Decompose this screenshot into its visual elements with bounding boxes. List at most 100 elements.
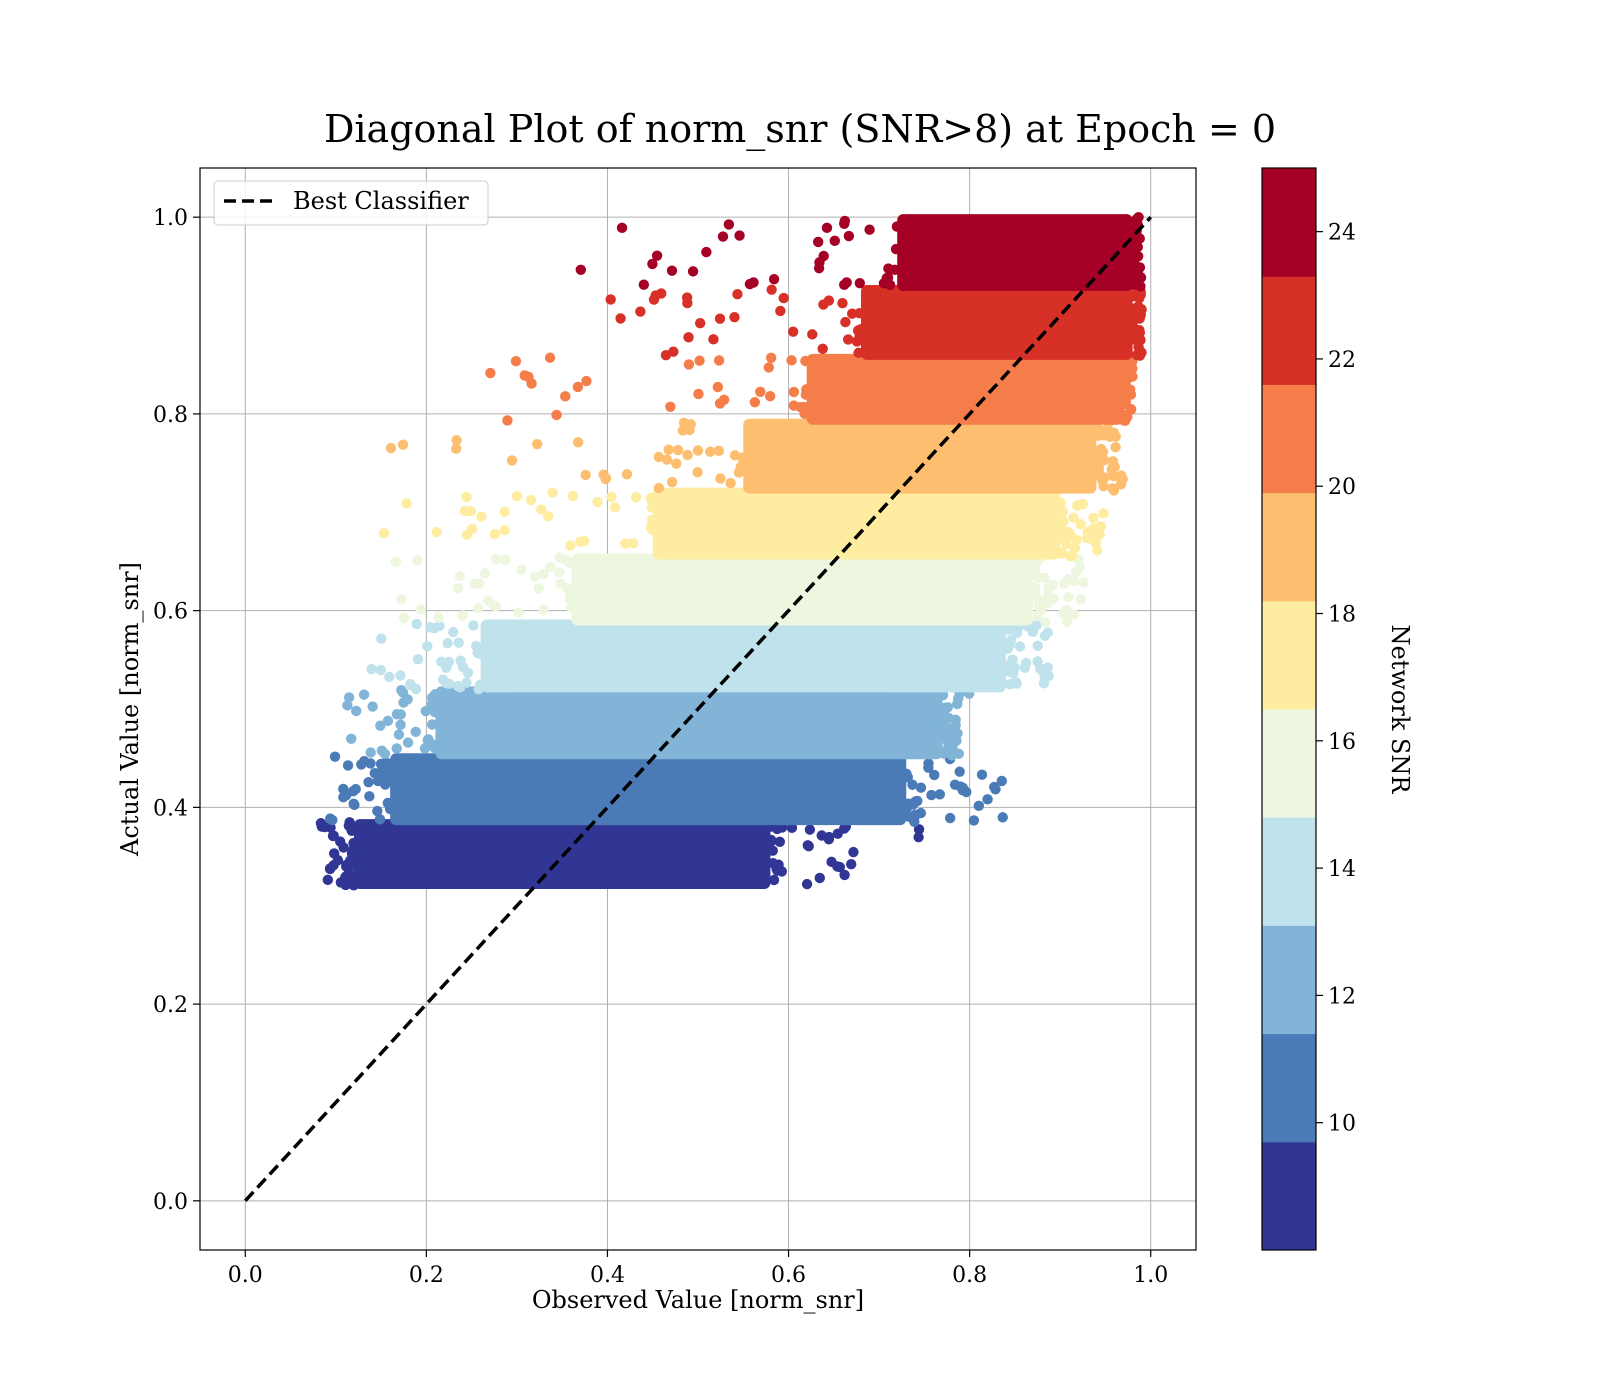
scatter-point bbox=[1098, 508, 1109, 519]
scatter-point bbox=[693, 388, 704, 400]
scatter-point bbox=[681, 292, 693, 303]
scatter-point bbox=[713, 355, 725, 366]
scatter-point bbox=[837, 297, 848, 309]
scatter-point bbox=[467, 523, 478, 535]
scatter-point bbox=[1032, 572, 1044, 583]
scatter-point bbox=[476, 511, 487, 522]
scatter-point bbox=[395, 670, 406, 681]
scatter-point bbox=[397, 439, 409, 450]
scatter-point bbox=[801, 878, 813, 890]
scatter-point bbox=[479, 568, 491, 579]
scatter-point bbox=[379, 748, 391, 760]
scatter-point bbox=[506, 455, 518, 466]
scatter-point bbox=[531, 438, 543, 450]
scatter-point bbox=[663, 444, 674, 455]
scatter-point bbox=[422, 641, 433, 652]
colorbar-segment-2 bbox=[1262, 925, 1316, 1035]
scatter-point bbox=[454, 571, 466, 582]
scatter-point bbox=[665, 401, 676, 412]
colorbar-tick-label-2: 14 bbox=[1328, 857, 1356, 882]
scatter-point bbox=[1019, 662, 1031, 673]
scatter-band-8 bbox=[605, 284, 1147, 361]
scatter-point bbox=[374, 814, 386, 825]
scatter-point bbox=[952, 693, 964, 704]
scatter-point bbox=[788, 400, 800, 411]
scatter-point bbox=[322, 874, 334, 886]
scatter-point bbox=[500, 554, 511, 565]
scatter-point bbox=[786, 355, 797, 366]
scatter-point bbox=[913, 831, 924, 843]
y-tick-label-1: 0.2 bbox=[153, 993, 188, 1018]
scatter-point bbox=[939, 705, 950, 716]
scatter-point bbox=[1075, 519, 1086, 530]
scatter-point bbox=[729, 311, 740, 323]
legend: Best Classifier bbox=[213, 180, 489, 226]
scatter-point bbox=[426, 699, 438, 710]
scatter-point bbox=[713, 445, 725, 457]
scatter-point bbox=[915, 782, 927, 793]
chart-title: Diagonal Plot of norm_snr (SNR>8) at Epo… bbox=[324, 107, 1276, 152]
colorbar-tick-label-5: 20 bbox=[1328, 475, 1356, 500]
colorbar-segment-7 bbox=[1262, 384, 1316, 494]
scatter-band-core-7 bbox=[806, 353, 1124, 425]
scatter-band-0 bbox=[315, 817, 925, 891]
scatter-point bbox=[572, 437, 584, 448]
scatter-point bbox=[351, 705, 362, 717]
scatter-point bbox=[529, 571, 541, 582]
scatter-point bbox=[401, 498, 412, 509]
scatter-point bbox=[384, 803, 396, 815]
scatter-point bbox=[1127, 363, 1138, 375]
scatter-point bbox=[564, 593, 575, 605]
scatter-point bbox=[459, 505, 471, 517]
scatter-point bbox=[468, 620, 479, 631]
scatter-point bbox=[786, 822, 798, 834]
scatter-point bbox=[1109, 461, 1120, 473]
scatter-point bbox=[737, 452, 748, 463]
colorbar-segment-1 bbox=[1262, 1033, 1316, 1143]
scatter-point bbox=[491, 553, 502, 565]
scatter-point bbox=[457, 610, 469, 621]
colorbar-segment-4 bbox=[1262, 709, 1316, 818]
scatter-point bbox=[1131, 349, 1143, 361]
scatter-point bbox=[616, 222, 628, 234]
scatter-point bbox=[544, 561, 556, 573]
scatter-point bbox=[718, 394, 730, 405]
scatter-point bbox=[381, 759, 392, 770]
scatter-point bbox=[1075, 594, 1086, 605]
scatter-point bbox=[538, 569, 549, 580]
scatter-point bbox=[365, 747, 376, 758]
scatter-point bbox=[807, 329, 818, 340]
scatter-band-core-4 bbox=[571, 553, 1034, 626]
scatter-point bbox=[410, 683, 422, 695]
scatter-point bbox=[1061, 616, 1073, 627]
scatter-point bbox=[968, 815, 980, 826]
scatter-point bbox=[615, 313, 626, 324]
scatter-point bbox=[666, 265, 678, 276]
scatter-point bbox=[1056, 522, 1067, 533]
scatter-point bbox=[542, 511, 554, 522]
scatter-point bbox=[804, 824, 816, 835]
scatter-point bbox=[340, 789, 352, 801]
x-tick-label-3: 0.6 bbox=[771, 1263, 806, 1288]
legend-box bbox=[213, 180, 489, 226]
scatter-point bbox=[359, 756, 370, 767]
scatter-point bbox=[976, 769, 988, 780]
colorbar-segment-9 bbox=[1262, 168, 1316, 277]
scatter-point bbox=[1107, 483, 1118, 494]
scatter-point bbox=[717, 231, 729, 242]
scatter-point bbox=[488, 600, 500, 611]
scatter-point bbox=[450, 443, 462, 454]
scatter-point bbox=[853, 347, 864, 359]
scatter-point bbox=[937, 689, 949, 701]
scatter-point bbox=[891, 221, 903, 232]
scatter-point bbox=[941, 735, 953, 746]
colorbar: 10 12 14 16 18 20 22 24 bbox=[1261, 167, 1356, 1251]
scatter-point bbox=[369, 767, 380, 779]
legend-label-best-classifier: Best Classifier bbox=[293, 187, 469, 215]
scatter-point bbox=[800, 355, 811, 367]
scatter-point bbox=[451, 434, 462, 446]
scatter-point bbox=[1063, 591, 1074, 603]
scatter-point bbox=[1092, 459, 1103, 470]
scatter-point bbox=[581, 375, 592, 387]
